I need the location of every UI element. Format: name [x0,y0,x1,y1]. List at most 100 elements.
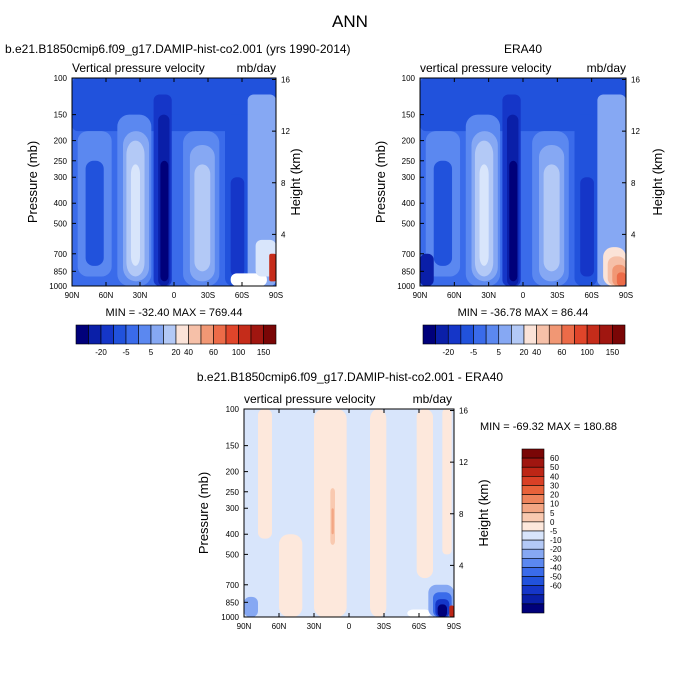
panel-era40-field-label: vertical pressure velocity [420,61,551,75]
y-tick-label: 100 [54,74,68,83]
y-tick-label: 300 [54,173,68,182]
contour-region [370,409,387,617]
main-title: ANN [332,12,368,31]
colorbar-box [536,324,550,345]
y-tick-label: 500 [402,219,416,228]
colorbar-box [473,324,487,345]
colorbar-box [521,466,545,477]
contour-region [194,164,211,272]
y-tick-label: 850 [226,598,240,607]
colorbar-label: 5 [550,509,555,518]
colorbar-box [88,324,102,345]
y-tick-label: 1000 [221,613,239,622]
y-right-tick-label: 16 [459,407,468,416]
y-right-tick-label: 12 [631,127,640,136]
colorbar-box [100,324,114,345]
contour-region [580,177,594,277]
colorbar-box [163,324,177,345]
contour-region [244,596,258,617]
contour-region [416,409,433,579]
panel-model-ylabel-right: Height (km) [288,148,303,215]
x-tick-label: 60S [235,291,249,300]
panel-era40-y-ticks-right: 16 12 8 4 [622,76,640,239]
contour-region [230,273,267,286]
x-tick-label: 90S [447,622,461,631]
colorbar-label: 5 [149,348,154,357]
y-tick-label: 100 [402,74,416,83]
colorbar-label: -60 [550,582,562,591]
panel-era40-title: ERA40 [504,42,542,56]
contour-region [509,160,518,282]
x-tick-label: 30S [377,622,391,631]
contour-region [449,605,454,617]
colorbar-box [521,539,545,550]
colorbar-box [521,494,545,504]
colorbar-box [521,476,545,486]
colorbar-label: -5 [122,348,130,357]
panel-difference-ylabel: Pressure (mb) [196,472,211,554]
x-tick-label: 30N [307,622,322,631]
x-tick-label: 60N [447,291,462,300]
x-tick-label: 30S [201,291,215,300]
y-tick-label: 500 [54,219,68,228]
contour-region [269,253,276,282]
x-tick-label: 30N [481,291,496,300]
panel-model-contours [72,78,276,286]
y-tick-label: 400 [226,530,240,539]
y-right-tick-label: 4 [281,230,286,239]
panel-model-title: b.e21.B1850cmip6.f09_g17.DAMIP-hist-co2.… [5,42,351,56]
y-tick-label: 850 [54,267,68,276]
x-tick-label: 0 [521,291,526,300]
colorbar-label: 40 [532,348,541,357]
x-tick-label: 90S [269,291,283,300]
panel-difference: b.e21.B1850cmip6.f09_g17.DAMIP-hist-co2.… [196,370,617,631]
colorbar-box [521,448,545,459]
colorbar-box [460,324,474,345]
colorbar-label: -5 [550,527,558,536]
y-tick-label: 250 [402,157,416,166]
y-right-tick-label: 8 [459,510,464,519]
panel-difference-field-label: vertical pressure velocity [244,392,375,406]
y-tick-label: 200 [226,468,240,477]
x-tick-label: 90S [619,291,633,300]
colorbar-box [435,324,449,345]
contour-region [314,409,347,617]
panel-model-units: mb/day [237,61,276,75]
colorbar-label: 5 [497,348,502,357]
colorbar-box [521,576,545,586]
y-tick-label: 100 [226,405,240,414]
panel-model-x-ticks: 90N 60N 30N 0 30S 60S 90S [65,78,283,300]
colorbar-label: 100 [232,348,246,357]
contour-region [442,409,452,555]
colorbar-label: 40 [184,348,193,357]
panel-difference-x-ticks: 90N 60N 30N 0 30S 60S 90S [237,409,461,631]
y-right-tick-label: 12 [459,458,468,467]
colorbar-box [521,594,545,605]
colorbar-box [586,324,601,345]
x-tick-label: 60S [412,622,426,631]
panel-difference-contours [244,409,454,617]
contour-region [160,160,169,282]
x-tick-label: 0 [172,291,177,300]
y-tick-label: 400 [54,199,68,208]
panel-era40-ylabel-right: Height (km) [650,148,665,215]
y-tick-label: 300 [226,504,240,513]
y-right-tick-label: 12 [281,127,290,136]
panel-difference-stats: MIN = -69.32 MAX = 180.88 [480,421,617,433]
colorbar-box [498,324,512,345]
colorbar-box [75,324,89,345]
y-right-tick-label: 8 [281,179,286,188]
panel-era40-stats: MIN = -36.78 MAX = 86.44 [458,307,589,319]
panel-difference-title: b.e21.B1850cmip6.f09_g17.DAMIP-hist-co2.… [197,370,504,384]
panel-era40-y-ticks: 100 150 200 250 300 400 500 700 850 1000 [397,74,424,291]
colorbar-label: 150 [606,348,620,357]
panel-model-y-ticks-right: 16 12 8 4 [272,76,290,239]
panel-era40-ylabel: Pressure (mb) [373,141,388,223]
y-right-tick-label: 16 [631,76,640,85]
y-tick-label: 400 [402,199,416,208]
colorbar-box [521,512,545,523]
panel-model-ylabel: Pressure (mb) [25,141,40,223]
colorbar-box [175,324,189,345]
y-right-tick-label: 8 [631,179,636,188]
